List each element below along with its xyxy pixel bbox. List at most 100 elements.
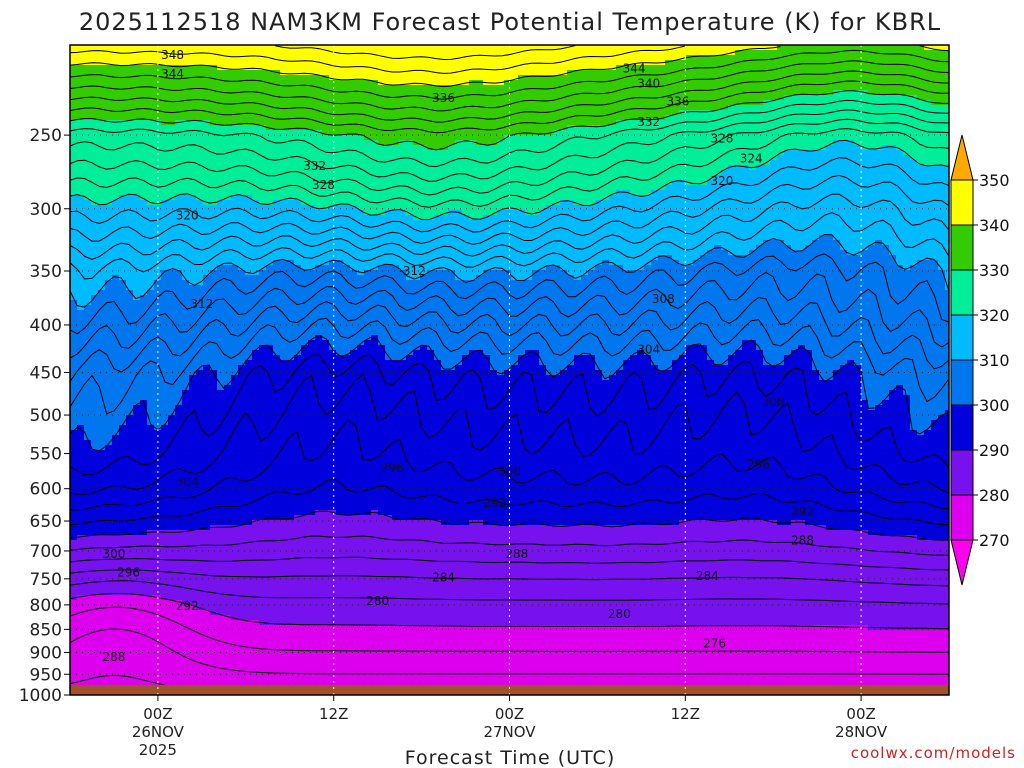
- theta-cell: [168, 150, 176, 156]
- theta-cell: [245, 450, 253, 456]
- theta-cell: [231, 290, 239, 296]
- theta-cell: [119, 510, 127, 516]
- theta-cell: [105, 380, 113, 386]
- theta-cell: [105, 45, 113, 51]
- theta-cell: [91, 495, 99, 501]
- theta-cell: [189, 285, 197, 291]
- theta-cell: [336, 100, 344, 106]
- theta-cell: [210, 535, 218, 541]
- theta-cell: [245, 225, 253, 231]
- theta-cell: [140, 650, 148, 656]
- theta-cell: [133, 185, 141, 191]
- theta-cell: [287, 230, 295, 236]
- theta-cell: [196, 520, 204, 526]
- theta-cell: [301, 100, 309, 106]
- theta-cell: [168, 215, 176, 221]
- theta-cell: [231, 465, 239, 471]
- theta-cell: [210, 310, 218, 316]
- theta-cell: [133, 115, 141, 121]
- theta-cell: [329, 645, 337, 651]
- theta-cell: [322, 535, 330, 541]
- theta-cell: [273, 645, 281, 651]
- theta-cell: [168, 425, 176, 431]
- theta-cell: [126, 525, 134, 531]
- theta-cell: [203, 255, 211, 261]
- theta-cell: [126, 395, 134, 401]
- theta-cell: [287, 540, 295, 546]
- theta-cell: [140, 445, 148, 451]
- theta-cell: [168, 170, 176, 176]
- theta-cell: [98, 490, 106, 496]
- theta-cell: [266, 195, 274, 201]
- theta-cell: [140, 130, 148, 136]
- theta-cell: [217, 55, 225, 61]
- theta-cell: [196, 85, 204, 91]
- theta-cell: [287, 630, 295, 636]
- theta-cell: [252, 360, 260, 366]
- theta-cell: [91, 450, 99, 456]
- theta-cell: [301, 310, 309, 316]
- theta-cell: [70, 435, 78, 441]
- theta-cell: [105, 475, 113, 481]
- theta-cell: [322, 570, 330, 576]
- theta-cell: [329, 445, 337, 451]
- theta-cell: [329, 535, 337, 541]
- theta-cell: [238, 295, 246, 301]
- theta-cell: [182, 645, 190, 651]
- theta-cell: [182, 60, 190, 66]
- theta-cell: [231, 370, 239, 376]
- theta-cell: [175, 265, 183, 271]
- theta-cell: [84, 380, 92, 386]
- theta-cell: [301, 165, 309, 171]
- theta-cell: [112, 80, 120, 86]
- theta-cell: [231, 625, 239, 631]
- theta-cell: [259, 660, 267, 666]
- theta-cell: [245, 300, 253, 306]
- theta-cell: [273, 370, 281, 376]
- theta-cell: [147, 485, 155, 491]
- theta-cell: [105, 290, 113, 296]
- theta-cell: [203, 395, 211, 401]
- theta-cell: [112, 355, 120, 361]
- theta-cell: [252, 605, 260, 611]
- theta-cell: [196, 190, 204, 196]
- theta-cell: [308, 435, 316, 441]
- theta-cell: [280, 540, 288, 546]
- theta-cell: [168, 640, 176, 646]
- theta-cell: [84, 190, 92, 196]
- theta-cell: [147, 275, 155, 281]
- theta-cell: [91, 395, 99, 401]
- theta-cell: [266, 470, 274, 476]
- theta-cell: [259, 390, 267, 396]
- theta-cell: [91, 155, 99, 161]
- theta-cell: [252, 160, 260, 166]
- theta-cell: [98, 485, 106, 491]
- theta-cell: [175, 435, 183, 441]
- theta-cell: [154, 660, 162, 666]
- theta-cell: [308, 400, 316, 406]
- theta-cell: [245, 175, 253, 181]
- theta-cell: [77, 405, 85, 411]
- theta-cell: [154, 455, 162, 461]
- theta-cell: [84, 165, 92, 171]
- theta-cell: [140, 320, 148, 326]
- theta-cell: [182, 340, 190, 346]
- theta-cell: [77, 325, 85, 331]
- theta-cell: [329, 630, 337, 636]
- theta-cell: [273, 90, 281, 96]
- theta-cell: [175, 665, 183, 671]
- theta-cell: [308, 660, 316, 666]
- theta-cell: [175, 600, 183, 606]
- theta-cell: [70, 265, 78, 271]
- theta-cell: [140, 640, 148, 646]
- theta-cell: [182, 295, 190, 301]
- theta-cell: [245, 640, 253, 646]
- theta-cell: [175, 170, 183, 176]
- theta-cell: [224, 520, 232, 526]
- theta-cell: [273, 475, 281, 481]
- theta-cell: [140, 245, 148, 251]
- theta-cell: [105, 250, 113, 256]
- theta-cell: [140, 360, 148, 366]
- theta-cell: [266, 335, 274, 341]
- theta-cell: [231, 170, 239, 176]
